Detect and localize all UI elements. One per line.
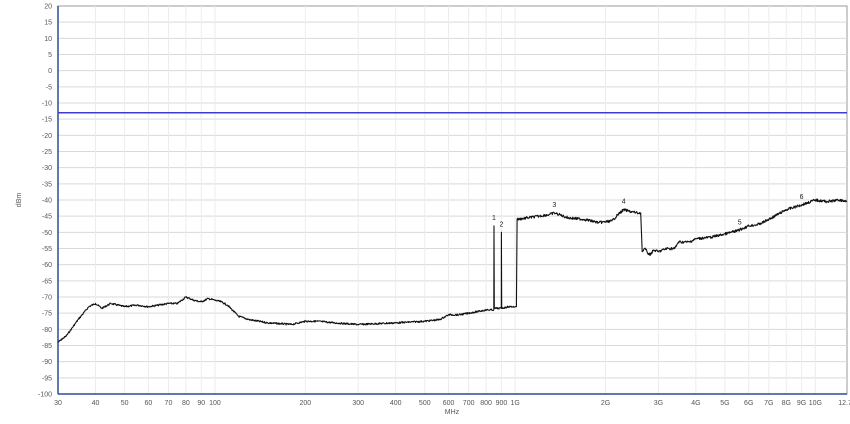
y-tick-label: -35 <box>42 181 52 188</box>
peak-marker-label: 5 <box>738 220 742 227</box>
x-tick-label: 70 <box>165 400 173 407</box>
x-tick-label: 90 <box>197 400 205 407</box>
x-tick-label: 30 <box>54 400 62 407</box>
x-tick-label: 300 <box>352 400 364 407</box>
x-tick-label: 12.75 <box>838 400 850 407</box>
y-tick-label: 5 <box>48 52 52 59</box>
x-tick-label: 500 <box>419 400 431 407</box>
peak-marker-label: 3 <box>552 202 556 209</box>
y-tick-label: -40 <box>42 198 52 205</box>
x-tick-label: 10G <box>809 400 822 407</box>
x-tick-label: 40 <box>92 400 100 407</box>
y-tick-label: -70 <box>42 295 52 302</box>
y-tick-label: -10 <box>42 101 52 108</box>
y-tick-label: -75 <box>42 311 52 318</box>
x-tick-label: 8G <box>782 400 791 407</box>
y-tick-label: -60 <box>42 262 52 269</box>
x-axis-label: MHz <box>445 409 460 416</box>
y-tick-label: -20 <box>42 133 52 140</box>
x-tick-label: 400 <box>390 400 402 407</box>
y-tick-label: -25 <box>42 149 52 156</box>
y-tick-label: -5 <box>46 84 52 91</box>
x-tick-label: 80 <box>182 400 190 407</box>
y-tick-label: -15 <box>42 117 52 124</box>
x-tick-label: 60 <box>144 400 152 407</box>
x-tick-label: 2G <box>601 400 610 407</box>
peak-marker-label: 1 <box>492 215 496 222</box>
x-tick-label: 900 <box>496 400 508 407</box>
y-tick-label: 15 <box>44 20 52 27</box>
axes-layer: 20151050-5-10-15-20-25-30-35-40-45-50-55… <box>38 4 850 408</box>
trace-layer <box>57 198 848 343</box>
y-tick-label: -90 <box>42 359 52 366</box>
x-tick-label: 800 <box>480 400 492 407</box>
peak-marker-label: 2 <box>499 221 503 228</box>
y-tick-label: -95 <box>42 375 52 382</box>
x-tick-label: 5G <box>720 400 729 407</box>
y-tick-label: 0 <box>48 68 52 75</box>
x-tick-label: 7G <box>764 400 773 407</box>
y-tick-label: -80 <box>42 327 52 334</box>
y-tick-label: 20 <box>44 4 52 11</box>
y-tick-label: -55 <box>42 246 52 253</box>
x-tick-label: 4G <box>691 400 700 407</box>
x-tick-label: 6G <box>744 400 753 407</box>
x-tick-label: 600 <box>443 400 455 407</box>
y-tick-label: -85 <box>42 343 52 350</box>
y-axis-label: dBm <box>16 193 23 208</box>
x-tick-label: 3G <box>654 400 663 407</box>
y-tick-label: -100 <box>38 392 52 399</box>
y-tick-label: -45 <box>42 214 52 221</box>
peak-marker-label: 6 <box>800 194 804 201</box>
x-tick-label: 700 <box>463 400 475 407</box>
y-tick-label: 10 <box>44 36 52 43</box>
peak-marker-label: 4 <box>622 199 626 206</box>
y-tick-label: -50 <box>42 230 52 237</box>
marker-layer: 12 3 4 5 6 <box>492 194 804 228</box>
y-tick-label: -65 <box>42 278 52 285</box>
x-tick-label: 100 <box>209 400 221 407</box>
x-tick-label: 1G <box>510 400 519 407</box>
x-tick-label: 9G <box>797 400 806 407</box>
x-tick-label: 200 <box>299 400 311 407</box>
spectrum-trace <box>57 198 848 343</box>
y-tick-label: -30 <box>42 165 52 172</box>
grid-layer <box>58 6 847 394</box>
x-tick-label: 50 <box>121 400 129 407</box>
